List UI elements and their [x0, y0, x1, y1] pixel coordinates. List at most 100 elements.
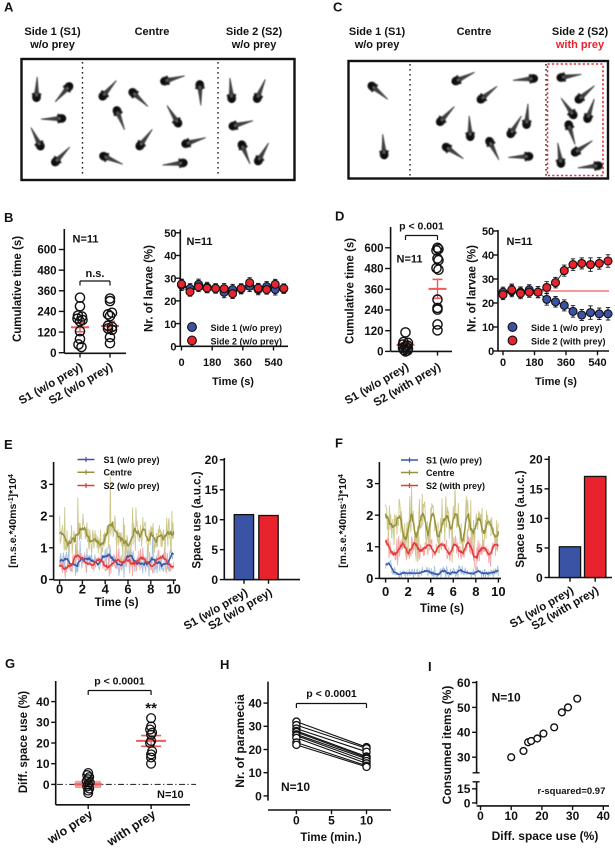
svg-text:E: E	[4, 437, 13, 452]
svg-text:20: 20	[529, 453, 543, 467]
svg-text:N=10: N=10	[281, 780, 310, 794]
svg-text:30: 30	[457, 751, 471, 765]
svg-text:S2 (with prey): S2 (with prey)	[426, 481, 485, 491]
svg-text:N=11: N=11	[73, 234, 99, 246]
svg-text:**: **	[145, 700, 157, 717]
svg-text:Side 1 (w/o prey): Side 1 (w/o prey)	[211, 323, 283, 333]
svg-text:20: 20	[205, 453, 219, 467]
svg-text:10: 10	[505, 809, 519, 823]
svg-text:Side 2 (w/o prey): Side 2 (w/o prey)	[211, 336, 283, 346]
svg-text:[m.s.e.*40ms-1]*104: [m.s.e.*40ms-1]*104	[337, 474, 349, 568]
svg-text:0: 0	[40, 572, 47, 587]
svg-text:240: 240	[364, 305, 383, 317]
svg-text:F: F	[335, 436, 343, 451]
svg-text:N=11: N=11	[397, 254, 423, 266]
svg-text:540: 540	[588, 357, 606, 369]
svg-text:0: 0	[43, 778, 50, 792]
svg-text:0: 0	[178, 357, 184, 369]
svg-text:p < 0.001: p < 0.001	[399, 221, 444, 233]
svg-text:Cumulative time (s): Cumulative time (s)	[12, 236, 24, 342]
svg-text:2: 2	[79, 582, 86, 597]
svg-text:Side 2 (S2): Side 2 (S2)	[226, 26, 283, 38]
svg-text:n.s.: n.s.	[86, 268, 105, 280]
svg-text:S1 (w/o prey): S1 (w/o prey)	[426, 455, 482, 465]
svg-text:N=10: N=10	[157, 789, 184, 801]
svg-text:40: 40	[457, 726, 471, 740]
svg-text:15: 15	[529, 482, 543, 496]
svg-text:Centre: Centre	[104, 468, 133, 478]
svg-text:6: 6	[450, 584, 457, 599]
svg-text:60: 60	[457, 676, 471, 690]
svg-text:10: 10	[248, 766, 262, 780]
svg-text:A: A	[4, 0, 14, 15]
svg-text:8: 8	[472, 584, 479, 599]
svg-text:240: 240	[37, 307, 56, 319]
svg-text:600: 600	[364, 243, 383, 255]
svg-text:Time (s): Time (s)	[212, 376, 254, 388]
svg-text:0: 0	[536, 571, 543, 585]
svg-text:20: 20	[535, 809, 549, 823]
svg-text:40: 40	[36, 695, 50, 709]
svg-text:Centre: Centre	[135, 26, 170, 38]
svg-text:Diff. space use (%): Diff. space use (%)	[18, 691, 30, 793]
svg-text:3: 3	[366, 476, 373, 491]
svg-text:Cumulative time (s): Cumulative time (s)	[345, 238, 357, 344]
svg-text:Side 1 (S1): Side 1 (S1)	[24, 26, 81, 38]
svg-text:D: D	[335, 209, 344, 224]
svg-text:N=11: N=11	[507, 236, 533, 248]
svg-text:180: 180	[525, 357, 543, 369]
svg-text:120: 120	[37, 327, 56, 339]
svg-text:30: 30	[482, 274, 494, 286]
svg-text:10: 10	[164, 319, 176, 331]
svg-text:40: 40	[164, 251, 176, 263]
svg-text:Consumed items (%): Consumed items (%)	[440, 686, 454, 805]
svg-text:5: 5	[536, 541, 543, 555]
svg-text:1: 1	[366, 539, 373, 554]
svg-text:Space use (a.u.c.): Space use (a.u.c.)	[515, 470, 527, 567]
svg-text:0: 0	[56, 582, 63, 597]
svg-text:2: 2	[366, 508, 373, 523]
svg-text:Nr. of larvae (%): Nr. of larvae (%)	[467, 245, 479, 332]
svg-text:Time (min.): Time (min.)	[300, 832, 361, 844]
svg-text:0: 0	[488, 346, 494, 358]
svg-text:p < 0.0001: p < 0.0001	[306, 688, 357, 700]
svg-text:[m.s.e.*40ms-1]*104: [m.s.e.*40ms-1]*104	[7, 474, 19, 568]
svg-text:15: 15	[457, 782, 471, 796]
svg-text:360: 360	[37, 286, 56, 298]
svg-text:50: 50	[164, 228, 176, 240]
svg-text:5: 5	[328, 814, 335, 828]
svg-text:360: 360	[557, 357, 575, 369]
svg-text:120: 120	[364, 326, 383, 338]
svg-text:30: 30	[566, 809, 580, 823]
svg-text:10: 10	[166, 582, 180, 597]
svg-text:3: 3	[40, 477, 47, 492]
svg-text:0: 0	[377, 347, 383, 359]
svg-text:10: 10	[491, 584, 505, 599]
svg-text:8: 8	[147, 582, 154, 597]
svg-text:10: 10	[36, 757, 50, 771]
svg-text:p < 0.0001: p < 0.0001	[94, 676, 145, 688]
svg-text:C: C	[333, 0, 343, 15]
svg-text:w/o prey: w/o prey	[354, 39, 401, 51]
svg-text:40: 40	[248, 697, 262, 711]
svg-text:Diff. space use (%): Diff. space use (%)	[492, 829, 599, 843]
svg-text:40: 40	[482, 250, 494, 262]
svg-text:360: 360	[234, 357, 252, 369]
svg-text:0: 0	[50, 348, 56, 360]
svg-text:N=10: N=10	[492, 691, 521, 705]
svg-text:Nr. of paramecia: Nr. of paramecia	[233, 694, 247, 788]
svg-text:0: 0	[366, 571, 373, 586]
svg-text:0: 0	[477, 809, 484, 823]
svg-text:Centre: Centre	[457, 26, 492, 38]
svg-text:600: 600	[37, 245, 56, 257]
svg-text:Side 1 (S1): Side 1 (S1)	[349, 26, 406, 38]
svg-text:Side 2 (with prey): Side 2 (with prey)	[531, 336, 606, 346]
svg-text:540: 540	[264, 357, 282, 369]
svg-text:r-squared=0.97: r-squared=0.97	[538, 786, 606, 797]
svg-text:180: 180	[203, 357, 221, 369]
svg-text:480: 480	[364, 264, 383, 276]
svg-text:5: 5	[211, 543, 218, 557]
svg-text:50: 50	[482, 226, 494, 238]
svg-text:4: 4	[427, 584, 435, 599]
svg-text:2: 2	[405, 584, 412, 599]
